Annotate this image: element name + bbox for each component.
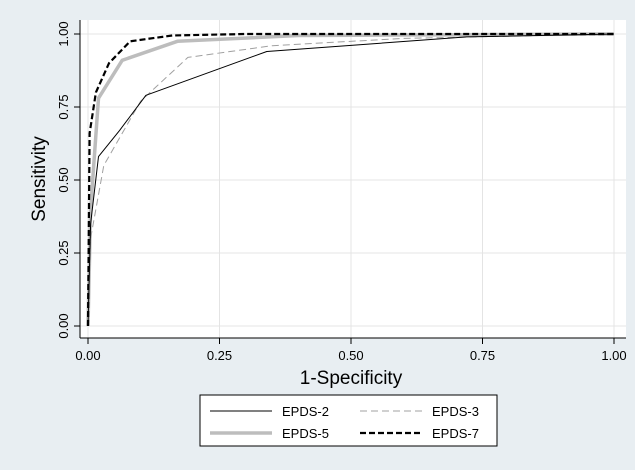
x-tick-label: 1.00 bbox=[601, 348, 626, 363]
y-tick-label: 1.00 bbox=[56, 21, 71, 46]
x-tick-label: 0.75 bbox=[470, 348, 495, 363]
y-tick-label: 0.50 bbox=[56, 167, 71, 192]
x-tick-label: 0.00 bbox=[75, 348, 100, 363]
x-axis-label: 1-Specificity bbox=[300, 368, 403, 389]
legend-label: EPDS-3 bbox=[432, 404, 479, 419]
x-tick-label: 0.25 bbox=[207, 348, 232, 363]
x-tick-label: 0.50 bbox=[338, 348, 363, 363]
legend-label: EPDS-5 bbox=[282, 426, 329, 441]
y-axis-label: Sensitivity bbox=[29, 136, 50, 222]
y-tick-label: 0.25 bbox=[56, 240, 71, 265]
legend: EPDS-2 EPDS-3 EPDS-5 EPDS-7 bbox=[200, 395, 497, 446]
legend-label: EPDS-2 bbox=[282, 404, 329, 419]
legend-label: EPDS-7 bbox=[432, 426, 479, 441]
y-tick-label: 0.00 bbox=[56, 313, 71, 338]
plot-area bbox=[80, 20, 626, 338]
y-tick-label: 0.75 bbox=[56, 94, 71, 119]
